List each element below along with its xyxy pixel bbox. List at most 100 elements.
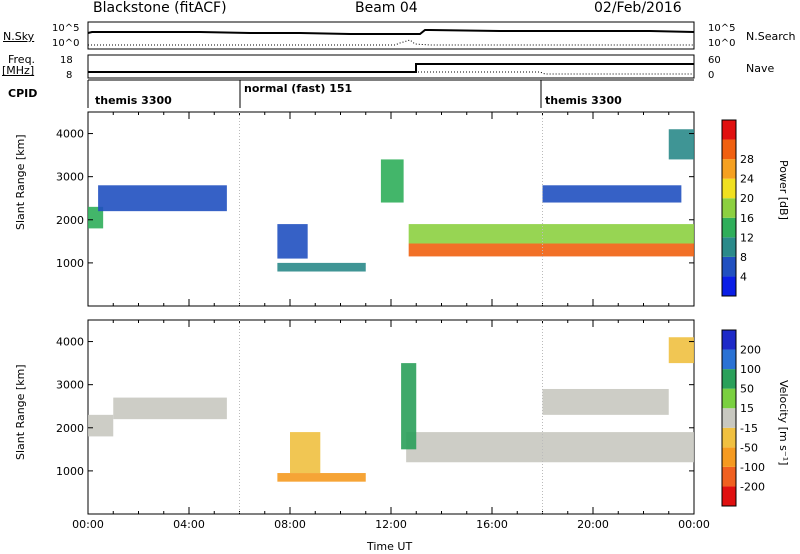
velocity-colorbar: 200 100 50 15 -15 -50 -100 -200 — [721, 329, 765, 507]
freq-tick-low: 8 — [66, 70, 73, 81]
cpid-segment-3: themis 3300 — [545, 94, 622, 107]
power-cbar-tick: 4 — [740, 270, 747, 283]
nsky-line — [87, 29, 695, 35]
x-tick-label: 00:00 — [72, 518, 104, 531]
velocity-cbar-tick: 15 — [740, 402, 754, 415]
scatter-band — [401, 363, 417, 450]
power-cbar-tick: 20 — [740, 192, 754, 205]
noise-right-tick-low: 10^0 — [708, 38, 736, 49]
y-tick-label: 4000 — [56, 336, 84, 349]
scatter-band — [113, 397, 227, 420]
x-tick-label: 16:00 — [476, 518, 508, 531]
nsearch-label: N.Search — [746, 30, 796, 43]
scatter-band — [380, 159, 404, 203]
x-tick-label: 00:00 — [678, 518, 710, 531]
scatter-band — [277, 224, 308, 259]
station-title: Blackstone (fitACF) — [93, 0, 227, 16]
power-cbar-swatch — [722, 217, 736, 238]
scatter-band — [408, 243, 694, 257]
velocity-cbar-swatch — [722, 447, 736, 467]
power-cbar-swatch — [722, 120, 736, 140]
cpid-segment-1: themis 3300 — [95, 94, 172, 107]
scatter-band — [88, 206, 104, 229]
scatter-band — [542, 388, 669, 415]
freq-panel-frame — [87, 54, 695, 79]
xaxis-label: Time UT — [367, 540, 413, 553]
velocity-cbar-swatch — [722, 466, 736, 487]
scatter-band — [98, 185, 227, 212]
scatter-band — [668, 129, 694, 160]
scatter-band — [277, 262, 366, 272]
power-panel: 1000 2000 3000 4000 — [56, 111, 695, 307]
power-cbar-tick: 8 — [740, 251, 747, 264]
y-tick-label: 1000 — [56, 465, 84, 478]
velocity-panel: 1000 2000 3000 4000 00:00 04:00 08:00 12:00 16:0… — [56, 319, 710, 531]
power-cbar-swatch — [722, 256, 736, 277]
y-tick-label: 2000 — [56, 422, 84, 435]
noise-panel-frame — [87, 21, 695, 50]
cpid-label: CPID — [8, 87, 38, 100]
power-cbar-label: Power [dB] — [777, 160, 790, 220]
velocity-cbar-swatch — [722, 408, 736, 428]
power-ylabel: Slant Range [km] — [14, 134, 27, 230]
velocity-cbar-tick: -50 — [740, 441, 758, 454]
x-tick-label: 20:00 — [577, 518, 609, 531]
velocity-cbar-frame — [721, 329, 737, 507]
power-cbar-swatch — [722, 237, 736, 257]
freq-label: Freq. — [8, 53, 36, 66]
noise-right-tick-high: 10^5 — [708, 23, 736, 34]
velocity-cbar-tick: 50 — [740, 383, 754, 396]
power-colorbar: 4 8 12 16 20 24 28 — [721, 119, 754, 297]
velocity-cbar-tick: 100 — [740, 363, 761, 376]
freq-tick-high: 18 — [60, 55, 73, 66]
y-tick-label: 1000 — [56, 257, 84, 270]
power-cbar-tick: 28 — [740, 153, 754, 166]
power-cbar-tick: 12 — [740, 231, 754, 244]
noise-left-tick-high: 10^5 — [52, 23, 80, 34]
velocity-cbar-swatch — [722, 369, 736, 389]
power-cbar-swatch — [722, 198, 736, 218]
y-tick-label: 3000 — [56, 379, 84, 392]
nsearch-line — [88, 39, 694, 46]
scatter-band — [408, 224, 694, 244]
cpid-segment-2: normal (fast) 151 — [244, 82, 353, 95]
velocity-cbar-swatch — [722, 486, 736, 506]
power-cbar-swatch — [722, 159, 736, 179]
velocity-cbar-swatch — [722, 427, 736, 448]
x-tick-label: 08:00 — [274, 518, 306, 531]
nave-tick-high: 60 — [708, 55, 721, 66]
velocity-cbar-swatch — [722, 330, 736, 350]
scatter-band — [406, 432, 694, 463]
y-tick-label: 4000 — [56, 128, 84, 141]
velocity-cbar-tick: 200 — [740, 344, 761, 357]
nave-line — [88, 71, 694, 75]
noise-left-tick-low: 10^0 — [52, 38, 80, 49]
velocity-cbar-tick: -200 — [740, 480, 765, 493]
freq-line — [88, 63, 694, 73]
y-tick-label: 2000 — [56, 214, 84, 227]
velocity-cbar-tick: -100 — [740, 461, 765, 474]
x-tick-label: 04:00 — [173, 518, 205, 531]
scatter-band — [277, 473, 366, 482]
power-cbar-swatch — [722, 139, 736, 160]
scatter-band — [290, 432, 321, 474]
freq-unit-label: [MHz] — [2, 64, 35, 77]
scatter-band — [542, 185, 682, 203]
beam-title: Beam 04 — [355, 0, 418, 16]
x-tick-label: 12:00 — [375, 518, 407, 531]
date-title: 02/Feb/2016 — [594, 0, 682, 16]
power-cbar-tick: 16 — [740, 212, 754, 225]
velocity-cbar-tick: -15 — [740, 422, 758, 435]
power-cbar-frame — [721, 119, 737, 297]
power-cbar-swatch — [722, 178, 736, 199]
velocity-ylabel: Slant Range [km] — [14, 364, 27, 460]
nsky-label: N.Sky — [3, 30, 35, 43]
velocity-cbar-label: Velocity [m s⁻¹] — [777, 380, 790, 466]
scatter-band — [88, 414, 114, 437]
velocity-cbar-swatch — [722, 349, 736, 370]
velocity-cbar-swatch — [722, 388, 736, 409]
nave-label: Nave — [746, 62, 775, 75]
y-tick-label: 3000 — [56, 171, 84, 184]
